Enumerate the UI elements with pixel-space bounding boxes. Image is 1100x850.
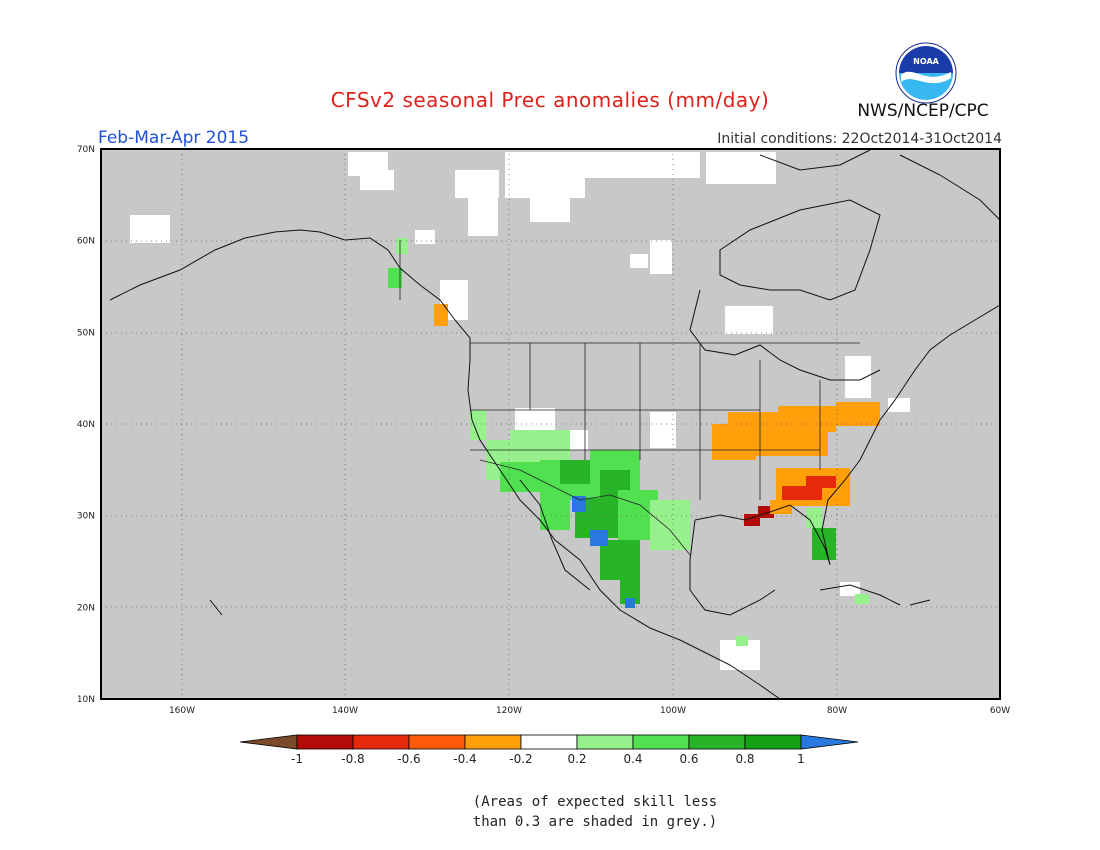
legend-swatch	[576, 734, 634, 750]
lat-tick-label: 30N	[77, 512, 95, 522]
wet-anomalies	[388, 238, 869, 646]
lon-tick-label: 80W	[827, 706, 847, 716]
map-frame	[100, 148, 1001, 700]
color-legend: -1 -0.8 -0.6 -0.4 -0.2 0.2 0.4 0.6 0.8 1	[239, 734, 859, 766]
lon-tick-label: 60W	[990, 706, 1010, 716]
legend-label: 0.6	[679, 752, 698, 766]
legend-swatch	[296, 734, 354, 750]
lon-tick-label: 160W	[169, 706, 195, 716]
lat-tick-label: 20N	[77, 603, 95, 613]
precipitation-anomaly-map: 70N 60N 50N 40N 30N 20N 10N 160W 140W 120W 100W 80…	[77, 145, 1010, 716]
legend-swatch	[352, 734, 410, 750]
legend-swatch	[520, 734, 578, 750]
legend-label: -0.6	[397, 752, 420, 766]
agency-label: NWS/NCEP/CPC	[857, 101, 989, 121]
lat-tick-label: 10N	[77, 695, 95, 705]
lat-tick-label: 70N	[77, 145, 95, 155]
legend-labels: -1 -0.8 -0.6 -0.4 -0.2 0.2 0.4 0.6 0.8 1	[291, 752, 805, 766]
legend-label: 0.8	[735, 752, 754, 766]
lat-tick-label: 60N	[77, 237, 95, 247]
lon-tick-label: 100W	[660, 706, 686, 716]
legend-swatch	[744, 734, 802, 750]
legend-label: 1	[797, 752, 805, 766]
dry-anomalies	[434, 304, 880, 526]
legend-label: -0.4	[453, 752, 476, 766]
legend-swatches	[239, 734, 859, 750]
near-normal-areas	[130, 152, 910, 670]
latitude-ticks: 70N 60N 50N 40N 30N 20N 10N	[77, 145, 95, 705]
legend-swatch	[688, 734, 746, 750]
legend-label: 0.4	[623, 752, 642, 766]
graticule	[101, 149, 1000, 699]
legend-label: 0.2	[567, 752, 586, 766]
longitude-ticks: 160W 140W 120W 100W 80W 60W	[169, 706, 1010, 716]
anomaly-fields	[130, 152, 910, 670]
legend-label: -0.8	[341, 752, 364, 766]
lon-tick-label: 120W	[496, 706, 522, 716]
legend-label: -0.2	[509, 752, 532, 766]
skill-note: (Areas of expected skill less than 0.3 a…	[0, 792, 1100, 832]
legend-swatch	[464, 734, 522, 750]
svg-text:NOAA: NOAA	[913, 57, 939, 66]
skill-note-line-1: (Areas of expected skill less	[472, 794, 718, 810]
legend-swatch-high-arrow	[800, 734, 859, 750]
legend-label: -1	[291, 752, 303, 766]
lat-tick-label: 50N	[77, 328, 95, 338]
forecast-period: Feb-Mar-Apr 2015	[98, 128, 250, 148]
map-title: CFSv2 seasonal Prec anomalies (mm/day)	[330, 88, 770, 112]
skill-note-line-2: than 0.3 are shaded in grey.)	[472, 814, 718, 830]
legend-swatch-low-arrow	[239, 734, 298, 750]
coastlines	[109, 149, 1000, 699]
lon-tick-label: 140W	[332, 706, 358, 716]
initial-conditions: Initial conditions: 22Oct2014-31Oct2014	[717, 131, 1002, 147]
legend-swatch	[632, 734, 690, 750]
legend-swatch	[408, 734, 466, 750]
political-borders	[399, 240, 860, 556]
noaa-logo: NOAA	[895, 42, 957, 104]
lat-tick-label: 40N	[77, 420, 95, 430]
